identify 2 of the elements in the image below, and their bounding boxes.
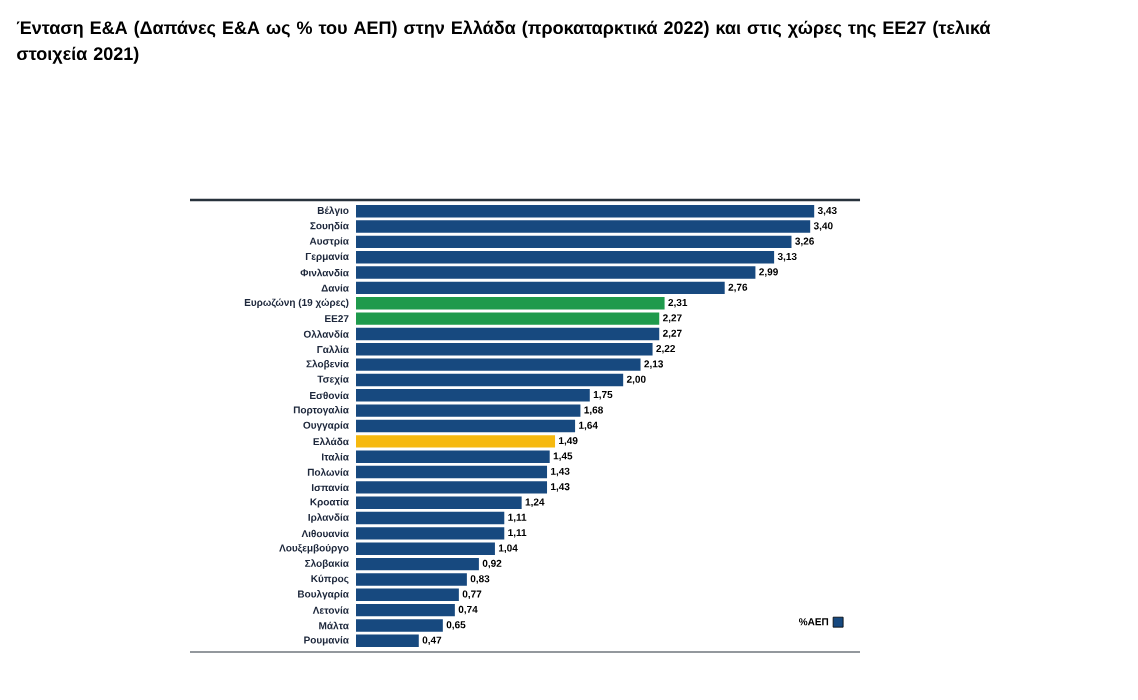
chart-title: Ένταση Ε&Α (Δαπάνες Ε&Α ως % του ΑΕΠ) στην Ελλάδα (προκαταρκτικά 2022) και στις χώρες της ΕΕ27 (τελικά στοιχεία 2021) xyxy=(16,20,991,64)
bar xyxy=(356,435,556,448)
